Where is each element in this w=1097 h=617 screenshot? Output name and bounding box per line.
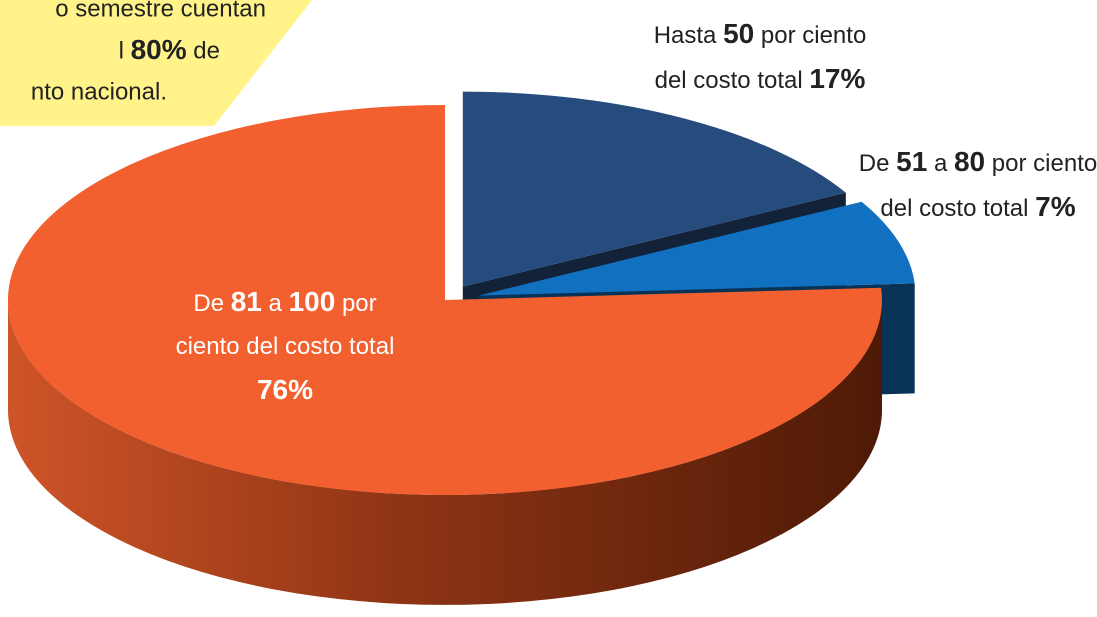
slice-label: Hasta 50 por ciento del costo total 17% (640, 12, 880, 102)
value-label: 17% (809, 63, 866, 94)
callout-box (0, 0, 312, 126)
callout-text: o semestre cuentan (55, 0, 266, 22)
value-label: 7% (1035, 191, 1076, 222)
category-label: Hasta 50 por ciento del costo total (653, 18, 867, 94)
slice (478, 201, 915, 296)
callout-text: nto nacional. (31, 78, 167, 105)
slice (462, 91, 846, 287)
slice-side (8, 300, 882, 605)
category-label: De 51 a 80 por ciento del costo total (858, 146, 1097, 222)
value-label: 76% (256, 374, 314, 405)
callout: o semestre cuentan l 80% de nto nacional. (31, 0, 266, 105)
slice (7, 105, 882, 495)
category-label: De 81 a 100 por ciento del costo total (175, 286, 395, 360)
slice-label: De 81 a 100 por ciento del costo total 7… (165, 280, 405, 413)
callout-text: l 80% de (119, 34, 220, 65)
slice-label: De 51 a 80 por ciento del costo total 7% (858, 140, 1097, 230)
